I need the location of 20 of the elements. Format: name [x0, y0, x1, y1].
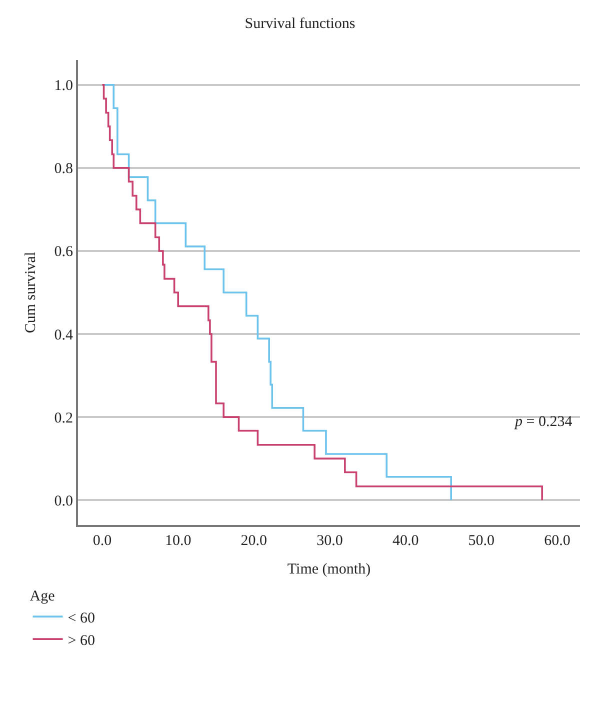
x-tick-label: 20.0: [240, 533, 268, 549]
x-tick-label: 40.0: [392, 533, 419, 549]
x-tick-label: 30.0: [316, 533, 343, 549]
y-tick-label: 0.2: [54, 410, 73, 426]
y-tick-label: 0.6: [54, 244, 74, 260]
y-axis-title: Cum survival: [23, 252, 39, 334]
legend-label: > 60: [68, 632, 96, 649]
x-tick-label: 50.0: [468, 533, 495, 549]
y-tick-label: 0.8: [54, 161, 73, 178]
y-tick-label: 0.0: [54, 493, 73, 510]
x-tick-label: 0.0: [92, 533, 112, 549]
legend-label: < 60: [68, 610, 96, 626]
y-tick-label: 0.4: [54, 327, 74, 344]
legend-title: Age: [30, 588, 56, 604]
x-tick-label: 10.0: [164, 533, 192, 549]
x-axis-title: Time (month): [287, 562, 371, 578]
y-tick-label: 1.0: [54, 78, 73, 94]
annotation: p = 0.234: [514, 414, 573, 430]
x-tick-label: 60.0: [544, 533, 570, 549]
chart-title: Survival functions: [244, 16, 356, 32]
